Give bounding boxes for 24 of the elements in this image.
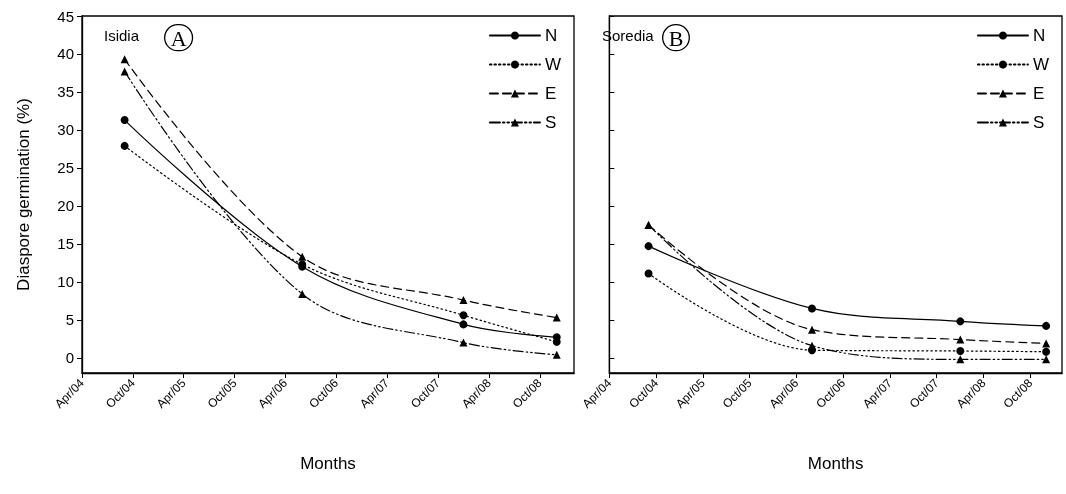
legend-label: S (544, 113, 557, 132)
legend-label: E (544, 84, 557, 103)
y-axis-title: Diaspore germination (%) (14, 98, 33, 291)
y-tick-label: 30 (57, 121, 74, 139)
y-tick-label: 40 (57, 45, 74, 63)
x-axis-title: Months (300, 454, 356, 473)
y-tick-label: 45 (57, 7, 74, 25)
legend-label: W (544, 55, 561, 74)
y-tick-label: 5 (65, 311, 74, 329)
y-tick-label: 20 (57, 197, 74, 215)
y-tick-label: 0 (65, 349, 74, 367)
y-tick-label: 25 (57, 159, 74, 177)
y-tick-label: 10 (57, 273, 74, 291)
legend-label: S (1032, 113, 1045, 132)
x-axis-title: Months (807, 454, 864, 473)
y-tick-label: 35 (57, 83, 74, 101)
annotation: B (668, 26, 684, 52)
legend-label: E (1032, 84, 1045, 103)
y-tick-label: 15 (57, 235, 74, 253)
annotation: A (170, 26, 187, 52)
text: Isidia (104, 27, 140, 44)
legend-label: W (1032, 55, 1049, 74)
legend-label: N (1032, 26, 1046, 45)
legend-label: N (544, 26, 558, 45)
